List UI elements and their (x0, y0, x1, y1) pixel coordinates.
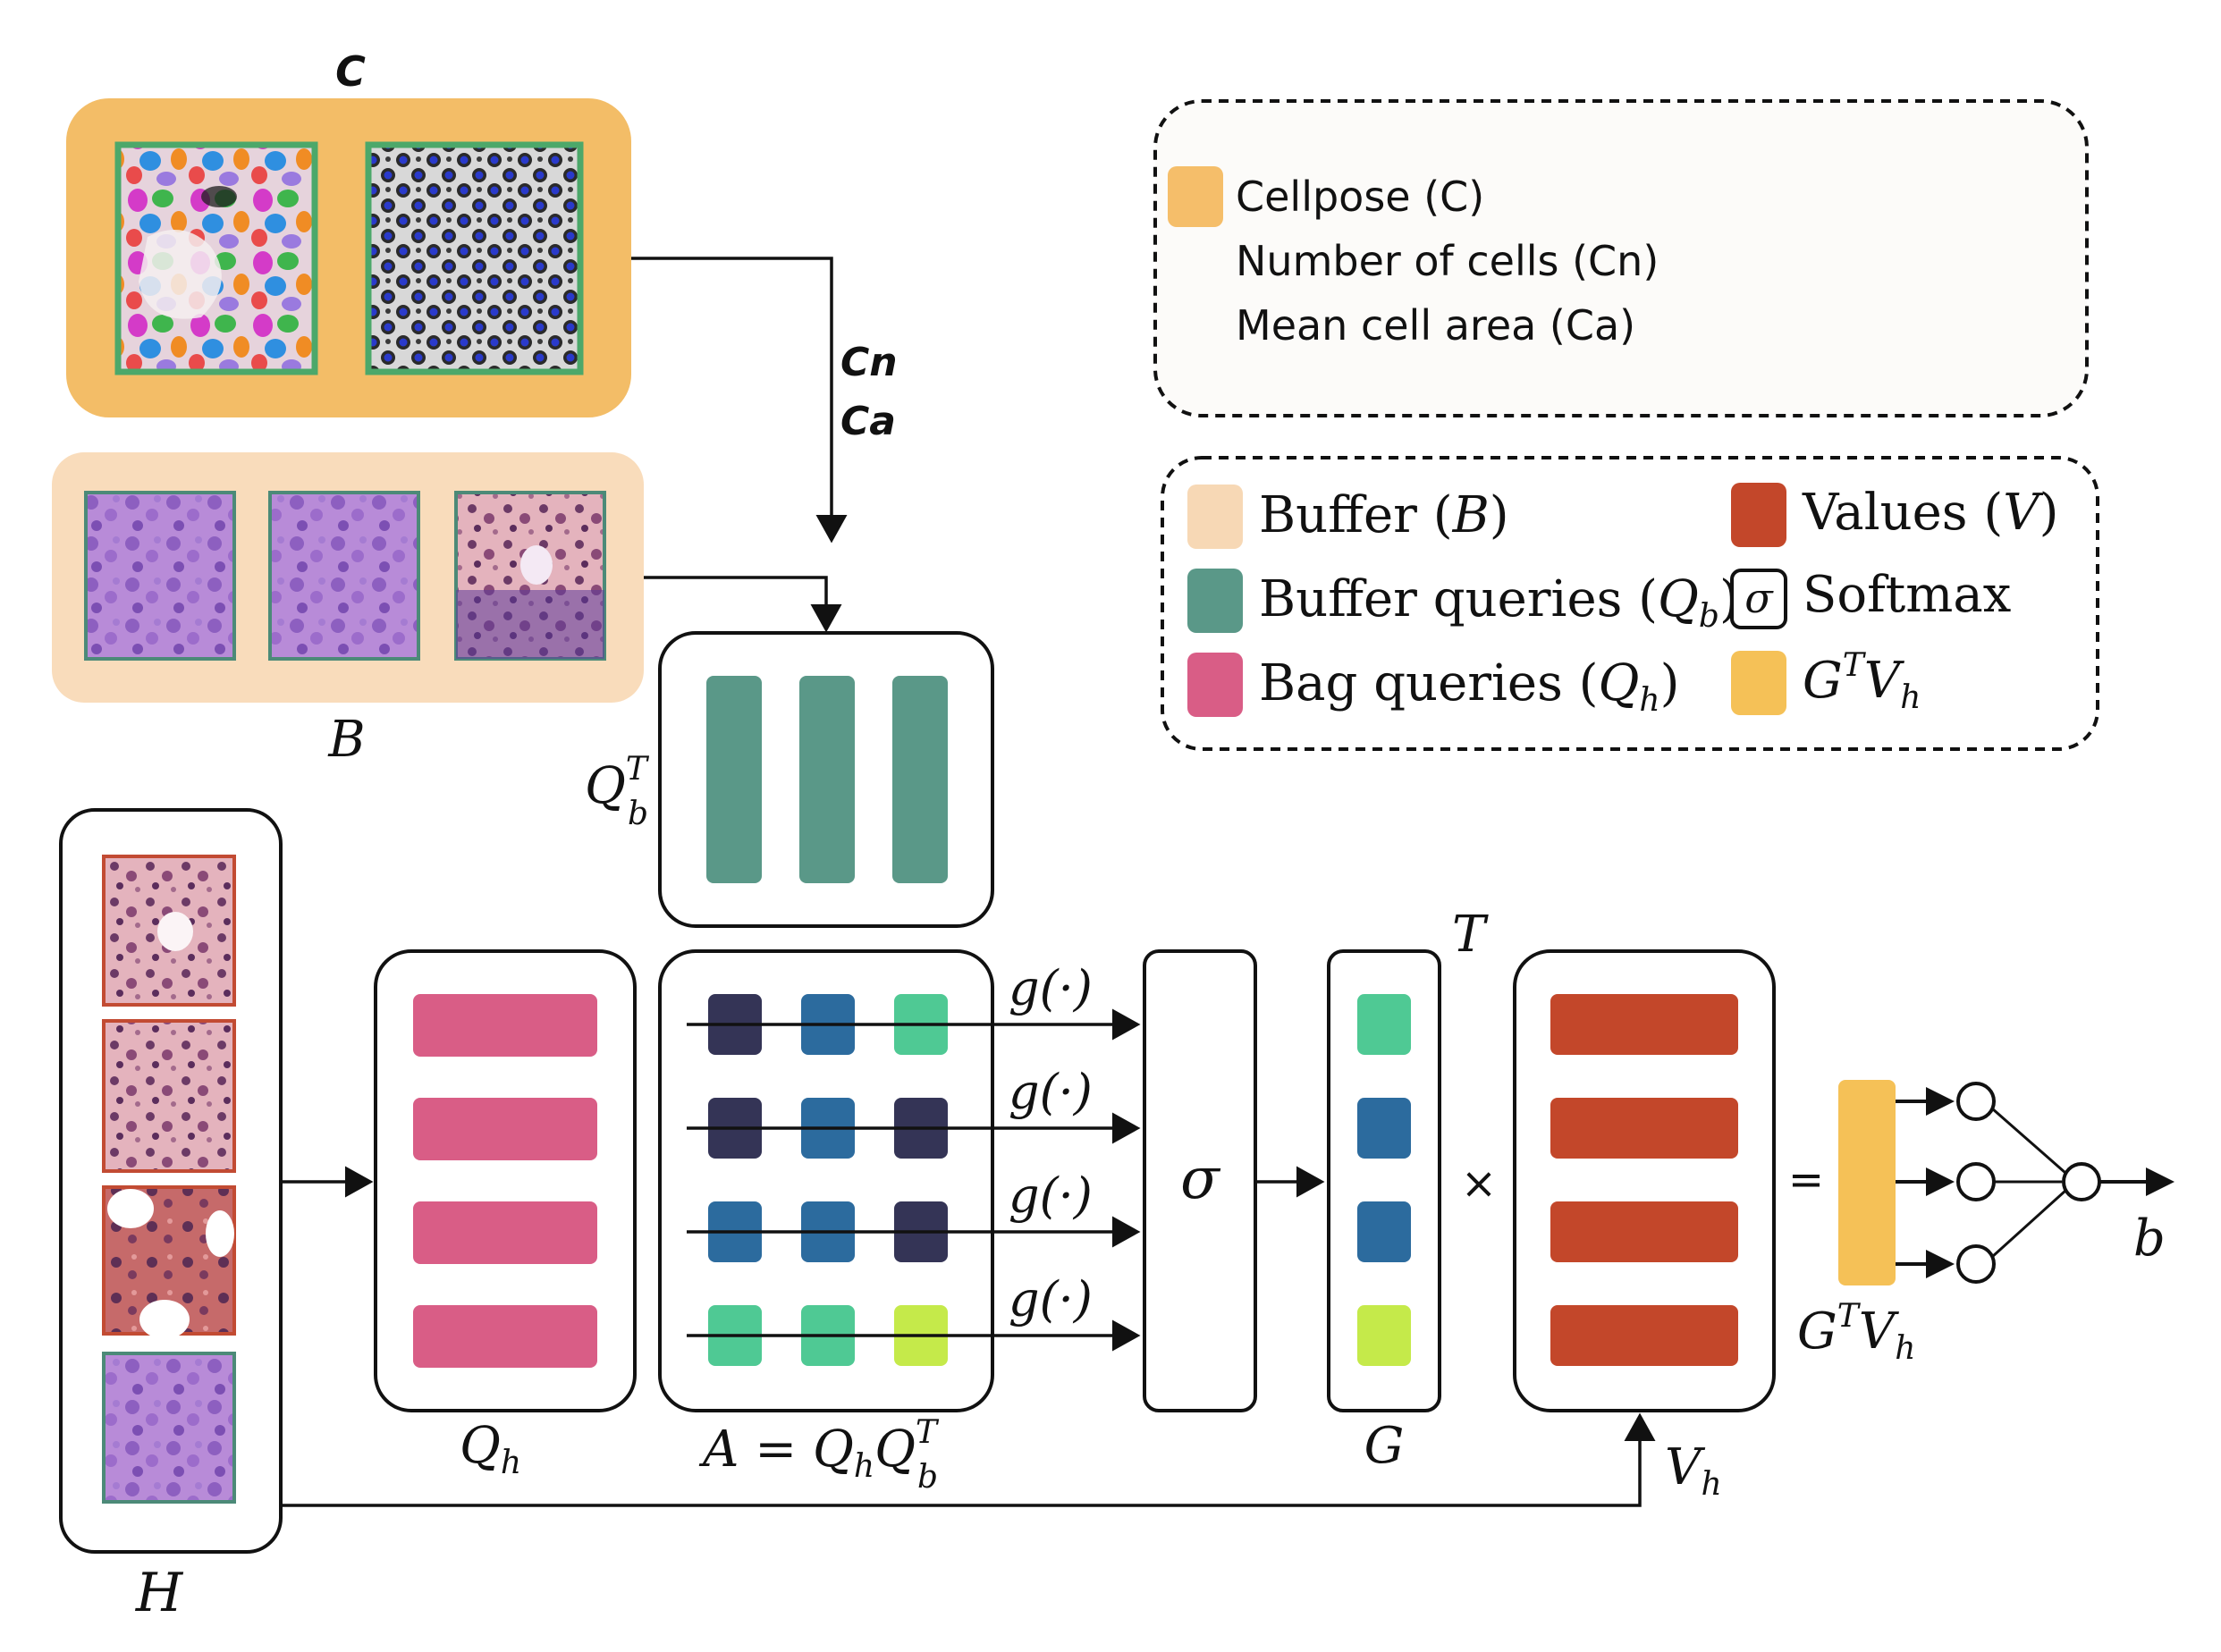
bag-queries-label: Qh (460, 1417, 521, 1481)
legend-gtv-swatch (1731, 651, 1786, 715)
bag-input-block: H (59, 808, 283, 1624)
cellpose-title: C (335, 47, 366, 96)
softmax-symbol: σ (1180, 1146, 1221, 1212)
multiply-symbol: × (1461, 1159, 1497, 1209)
g-function-arrows: g(·) g(·) g(·) g(·) (687, 960, 1141, 1352)
buffer-tile-1 (84, 491, 236, 661)
mlp-node-1 (1956, 1082, 1996, 1121)
g-function-label-3: g(·) (1009, 1167, 1093, 1224)
g-vector-block: T G (1327, 906, 1489, 1475)
legend-values-swatch (1731, 483, 1786, 547)
legend-softmax-sigma-icon: σ (1730, 569, 1787, 629)
values-block: Vh (1513, 949, 1776, 1503)
values-bar-2 (1550, 1098, 1738, 1159)
buffer-label: B (327, 711, 365, 769)
bag-queries-block: Qh (374, 949, 637, 1481)
legend-gtv-item: GTVh (1803, 647, 1921, 716)
g-function-label-1: g(·) (1009, 960, 1093, 1016)
mlp-output-node (2062, 1162, 2101, 1201)
values-bar-3 (1550, 1201, 1738, 1262)
legend-components: Buffer (B) Buffer queries (Qb) Bag queri… (1161, 456, 2099, 751)
softmax-block: σ (1143, 949, 1257, 1412)
gtv-label: GTVh (1797, 1298, 1915, 1367)
g-function-label-4: g(·) (1009, 1271, 1093, 1328)
values-bar-4 (1550, 1305, 1738, 1366)
legend-buffer-queries-item: Buffer queries (Qb) (1259, 570, 1739, 635)
legend-buffer-queries-swatch (1187, 569, 1243, 633)
legend-cellpose-swatch (1168, 166, 1223, 227)
feature-label-ca: Ca (840, 399, 896, 444)
buffer-tile-2 (268, 491, 420, 661)
bag-queries-frame (374, 949, 637, 1412)
g-cell-3 (1357, 1201, 1411, 1262)
bag-to-values-connector (281, 1412, 1656, 1507)
legend-cell-count-item: Number of cells (Cn) (1236, 237, 1659, 285)
legend-components-frame (1161, 456, 2099, 751)
values-frame (1513, 949, 1776, 1412)
bag-query-bar-4 (413, 1305, 597, 1368)
g-vector-frame (1327, 949, 1441, 1412)
svg-text:σ: σ (1744, 574, 1774, 622)
bag-tile-3 (102, 1185, 236, 1339)
buffer-queries-block: QT b (585, 631, 994, 928)
legend-softmax-item: Softmax (1803, 566, 2011, 624)
values-bar-1 (1550, 994, 1738, 1055)
cellpose-block: C (66, 47, 631, 417)
g-cell-1 (1357, 994, 1411, 1055)
legend-bag-queries-item: Bag queries (Qh) (1259, 654, 1679, 719)
legend-cellpose: Cellpose (C) Number of cells (Cn) Mean c… (1153, 99, 2089, 417)
bag-query-bar-1 (413, 994, 597, 1057)
legend-cellpose-frame (1153, 99, 2089, 417)
mlp-node-2 (1956, 1162, 1996, 1201)
bag-tile-2 (102, 1019, 236, 1173)
bag-query-bar-3 (413, 1201, 597, 1264)
bag-label-h: H (135, 1562, 184, 1624)
output-label-b: b (2133, 1210, 2166, 1268)
values-label: Vh (1665, 1438, 1722, 1503)
buffer-query-bar-3 (892, 676, 948, 883)
g-function-label-2: g(·) (1009, 1064, 1093, 1120)
attention-matrix-block: A = QhQT b (658, 949, 994, 1496)
cellpose-tile-segmented (114, 141, 318, 375)
legend-buffer-swatch (1187, 485, 1243, 549)
equals-symbol: = (1788, 1155, 1824, 1205)
cellpose-to-queries-connector: Cn Ca (631, 257, 898, 544)
buffer-block: B (52, 452, 842, 769)
g-vector-cells (1357, 994, 1411, 1366)
bag-tile-1 (102, 855, 236, 1007)
buffer-query-bar-1 (706, 676, 762, 883)
legend-cell-area-item: Mean cell area (Ca) (1236, 301, 1635, 350)
gtv-bar (1838, 1080, 1896, 1285)
bag-query-bar-2 (413, 1098, 597, 1160)
g-transpose-label: T (1452, 906, 1489, 964)
legend-bag-queries-swatch (1187, 653, 1243, 717)
legend-values-item: Values (V) (1802, 484, 2059, 542)
g-cell-2 (1357, 1098, 1411, 1159)
legend-buffer-item: Buffer (B) (1259, 486, 1509, 544)
cellpose-tile-masks (365, 141, 584, 375)
feature-label-cn: Cn (840, 340, 898, 385)
buffer-query-bar-2 (799, 676, 855, 883)
buffer-queries-transpose-label: QT b (585, 751, 650, 832)
legend-cellpose-item: Cellpose (C) (1236, 173, 1484, 221)
buffer-tile-3 (454, 491, 606, 661)
g-cell-4 (1357, 1305, 1411, 1366)
attention-matrix-label: A = QhQT b (698, 1414, 940, 1496)
attention-matrix-frame (658, 949, 994, 1412)
bag-tile-4 (102, 1352, 236, 1504)
aggregated-output-block: GTVh (1797, 1080, 1915, 1367)
buffer-to-queries-arrow (644, 576, 842, 633)
g-vector-label: G (1364, 1417, 1405, 1475)
classifier-mlp: b (1896, 1082, 2175, 1284)
mlp-node-3 (1956, 1244, 1996, 1284)
